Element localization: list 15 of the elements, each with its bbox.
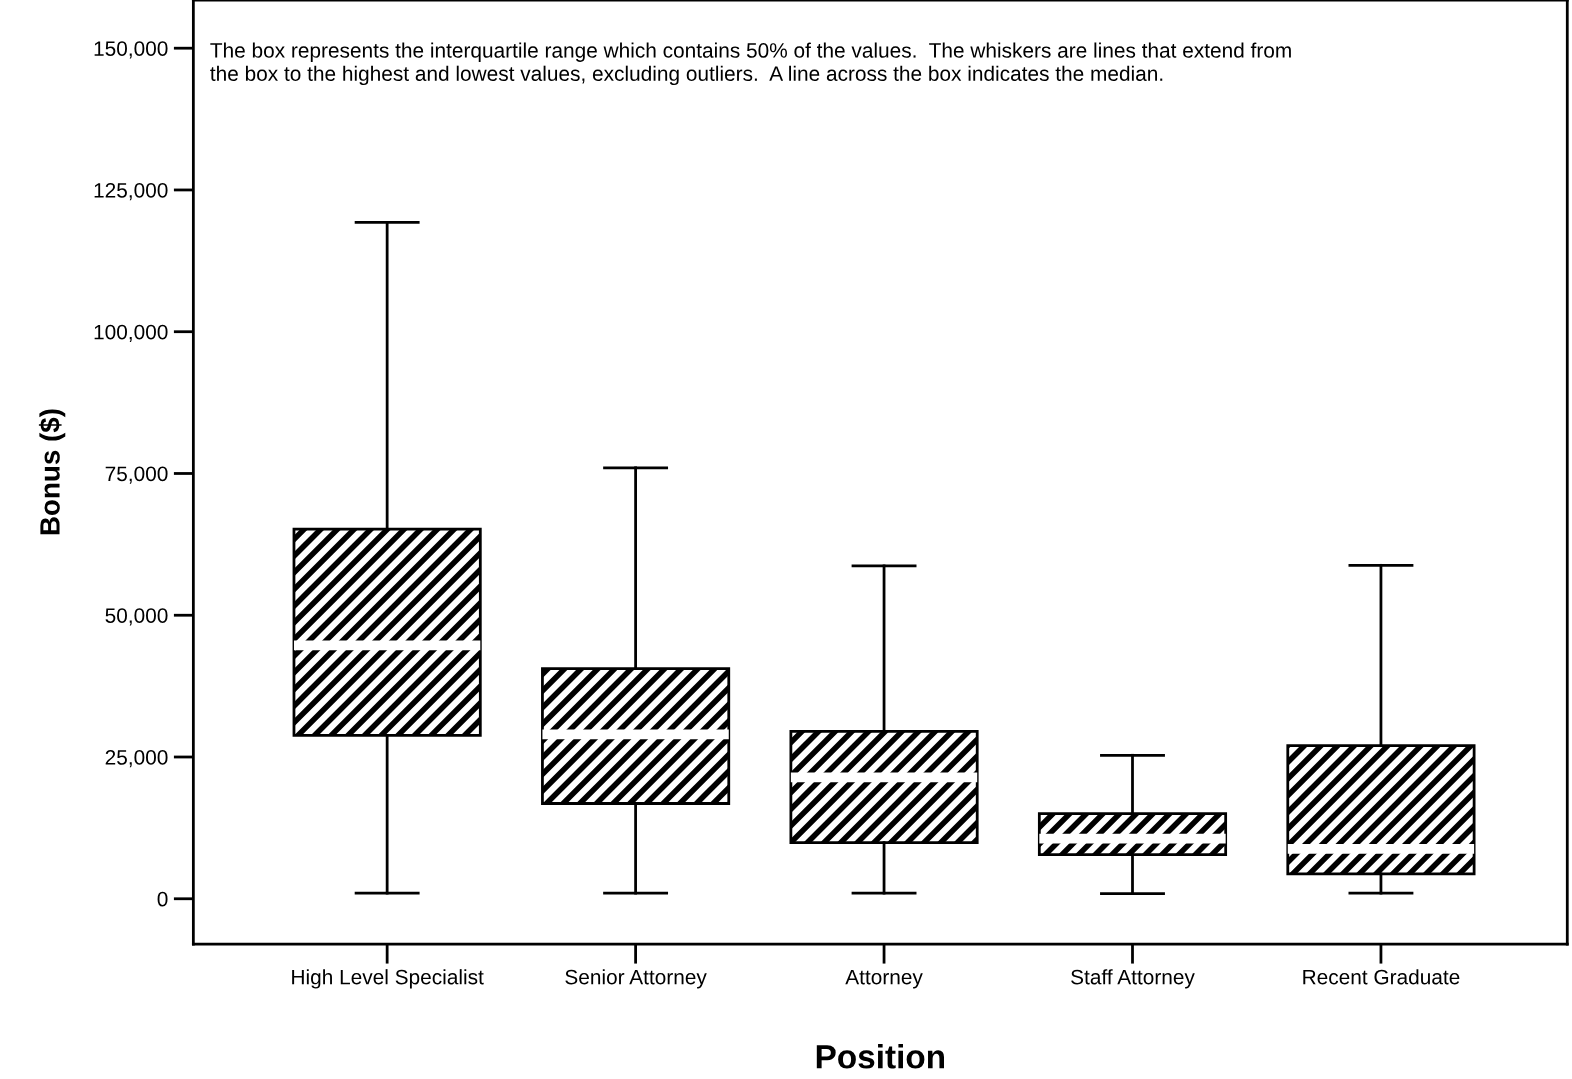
x-axis-title: Position [816, 1044, 944, 1069]
y-axis-title: Bonus ($) [38, 409, 66, 535]
x-tick-label: Staff Attorney [1071, 969, 1195, 989]
y-tick-label: 150,000 [94, 41, 168, 59]
y-tick-label: 100,000 [94, 324, 168, 342]
x-tick-label: Attorney [845, 969, 923, 989]
y-tick-label: 75,000 [105, 466, 168, 484]
x-tick-label: Recent Graduate [1303, 969, 1460, 985]
x-tick-label: High Level Specialist [292, 969, 484, 989]
annotation: The box represents the interquartile range which contains 50% of the values. The whiskers are lines that extend from the box to the highest and lowest values, excluding outliers. A line across the box indicates the median. [210, 42, 1291, 86]
y-tick-label: 0 [157, 891, 168, 907]
y-tick-label: 125,000 [94, 182, 168, 201]
y-tick-label: 25,000 [105, 750, 168, 768]
y-tick-label: 50,000 [105, 608, 168, 626]
x-tick-label: Senior Attorney [565, 969, 707, 989]
